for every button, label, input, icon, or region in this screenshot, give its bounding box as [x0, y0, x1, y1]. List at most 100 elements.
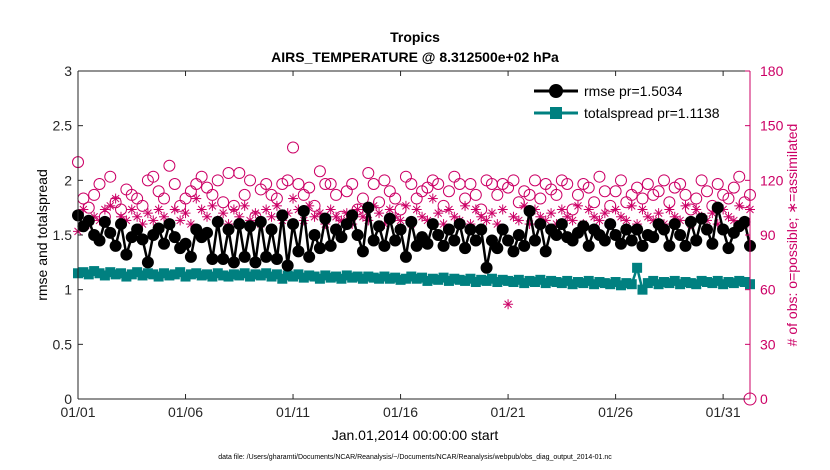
totalspread-point — [185, 269, 196, 280]
totalspread-point — [589, 279, 600, 290]
rmse-point — [469, 234, 482, 247]
possible-obs-point — [507, 174, 520, 187]
possible-obs-point — [588, 196, 601, 209]
totalspread-point — [411, 273, 422, 284]
totalspread-point — [164, 270, 175, 281]
rmse-point — [362, 201, 375, 214]
y-axis-label: rmse and totalspread — [34, 169, 50, 301]
totalspread-point — [422, 275, 433, 286]
totalspread-point — [207, 271, 218, 282]
totalspread-point — [282, 270, 293, 281]
data-file-note: data file: /Users/gharamti/Documents/NCA… — [218, 454, 612, 461]
totalspread-point — [245, 271, 256, 282]
assimilated-obs-point — [583, 204, 594, 215]
rmse-point — [550, 229, 563, 241]
assimilated-obs-point — [239, 200, 250, 211]
possible-obs-point — [319, 177, 332, 190]
totalspread-point — [250, 269, 261, 280]
possible-obs-point — [690, 192, 703, 205]
legend-spread-marker — [550, 107, 562, 119]
possible-obs-point — [727, 181, 740, 194]
possible-obs-point — [464, 177, 477, 190]
assimilated-obs-point — [594, 215, 605, 226]
possible-obs-point — [593, 170, 606, 183]
assimilated-obs-point — [470, 204, 481, 215]
rmse-point — [518, 239, 531, 252]
totalspread-point — [271, 269, 282, 280]
y-tick-label: 0.5 — [53, 336, 73, 352]
rmse-point — [394, 223, 407, 236]
assimilated-obs-point — [266, 211, 277, 222]
possible-obs-point — [211, 174, 224, 187]
possible-obs-point — [528, 174, 541, 187]
totalspread-point — [320, 270, 331, 281]
assimilated-obs-point — [142, 208, 153, 219]
y-tick-label: 3 — [64, 63, 72, 79]
possible-obs-point — [313, 165, 326, 178]
rmse-point — [115, 218, 128, 231]
rmse-point — [233, 218, 246, 231]
possible-obs-point — [292, 177, 305, 190]
totalspread-point — [239, 268, 250, 279]
totalspread-point — [191, 268, 202, 279]
rmse-point — [717, 223, 730, 236]
possible-obs-point — [636, 192, 649, 205]
rmse-point — [706, 237, 719, 250]
y-tick-label: 1 — [64, 282, 72, 298]
rmse-point — [668, 218, 681, 231]
assimilated-obs-point — [476, 211, 487, 222]
rmse-point — [270, 253, 283, 266]
assimilated-obs-point — [610, 204, 621, 215]
rmse-point — [201, 226, 214, 239]
x-tick-label: 01/06 — [168, 404, 203, 420]
totalspread-point — [449, 273, 460, 284]
possible-obs-point — [534, 192, 547, 205]
rmse-point — [184, 250, 197, 263]
rmse-point — [711, 201, 724, 214]
rmse-point — [313, 242, 326, 255]
assimilated-obs-point — [486, 208, 497, 219]
possible-obs-point — [88, 188, 101, 201]
totalspread-point — [470, 277, 481, 288]
assimilated-obs-point — [126, 204, 137, 215]
rmse-point — [308, 229, 321, 241]
totalspread-point — [691, 279, 702, 290]
totalspread-point — [153, 271, 164, 282]
rmse-point — [722, 242, 735, 255]
totalspread-point — [615, 280, 626, 291]
totalspread-point — [175, 267, 186, 278]
totalspread-point — [314, 273, 325, 284]
possible-obs-point — [303, 181, 316, 194]
y-tick-label: 1.5 — [53, 227, 73, 243]
assimilated-obs-point — [626, 200, 637, 211]
rmse-point — [700, 223, 713, 236]
totalspread-point — [142, 268, 153, 279]
assimilated-obs-point — [433, 208, 444, 219]
possible-obs-point — [695, 174, 708, 187]
totalspread-point — [331, 271, 342, 282]
possible-obs-point — [260, 177, 273, 190]
rmse-point — [432, 229, 445, 241]
totalspread-point — [116, 268, 127, 279]
possible-obs-point — [287, 141, 300, 154]
rmse-point — [254, 215, 267, 228]
x-axis-label: Jan.01,2014 00:00:00 start — [332, 427, 499, 443]
possible-obs-point — [641, 177, 654, 190]
rmse-point — [109, 239, 122, 252]
possible-obs-point — [652, 185, 665, 198]
possible-obs-point — [582, 181, 595, 194]
rmse-point — [442, 223, 455, 236]
totalspread-point — [384, 273, 395, 284]
rmse-point — [335, 231, 348, 244]
assimilated-obs-point — [288, 193, 299, 204]
rmse-point — [168, 231, 181, 244]
possible-obs-point — [356, 192, 369, 205]
totalspread-point — [486, 273, 497, 284]
totalspread-point — [443, 275, 454, 286]
totalspread-point — [685, 278, 696, 289]
assimilated-obs-point — [180, 208, 191, 219]
assimilated-obs-point — [271, 200, 282, 211]
possible-obs-point — [561, 177, 574, 190]
totalspread-point — [400, 273, 411, 284]
